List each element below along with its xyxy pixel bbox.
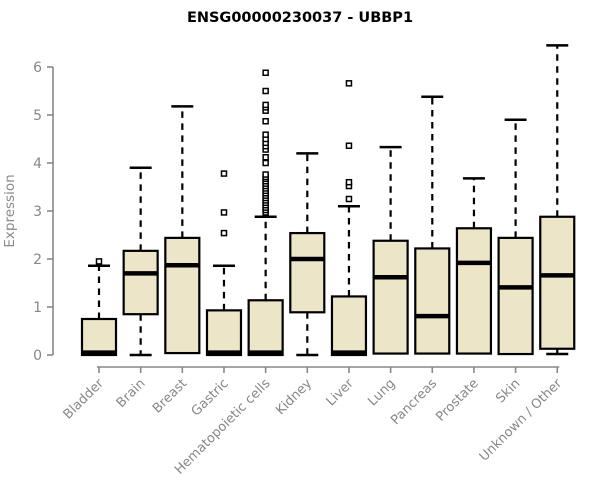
- outlier-point: [262, 131, 269, 138]
- outlier-point: [220, 209, 228, 216]
- outlier-point: [345, 80, 353, 87]
- x-category-label: Lung: [365, 376, 398, 409]
- outlier-point: [95, 258, 103, 265]
- y-tick-label: 6: [33, 60, 42, 76]
- outlier-point: [262, 117, 269, 125]
- outlier-point: [345, 142, 353, 149]
- box-gastric: [205, 309, 243, 357]
- y-tick-label: 2: [33, 252, 42, 268]
- x-category-label: Kidney: [273, 376, 315, 418]
- y-tick-label: 0: [33, 348, 42, 364]
- box-lung: [372, 239, 409, 355]
- outlier-point: [262, 69, 269, 77]
- outlier-point: [262, 87, 269, 95]
- x-category-label: Prostate: [433, 376, 481, 424]
- y-axis-label: Expression: [2, 174, 18, 247]
- outlier-point: [262, 171, 269, 178]
- outlier-point: [345, 195, 353, 203]
- y-tick-label: 5: [33, 108, 42, 124]
- outlier-point: [262, 101, 269, 109]
- x-category-label: Pancreas: [388, 376, 440, 428]
- box-kidney: [289, 231, 326, 314]
- box-unknown-other: [539, 215, 576, 350]
- box-hematopoietic-cells: [247, 299, 284, 357]
- y-tick-label: 1: [33, 300, 42, 316]
- x-category-label: Liver: [324, 376, 358, 410]
- outlier-point: [345, 178, 353, 186]
- outlier-point: [220, 170, 228, 177]
- box-bladder: [80, 317, 118, 357]
- box-pancreas: [414, 247, 451, 355]
- box-brain: [122, 249, 159, 316]
- outlier-point: [262, 153, 269, 161]
- outlier-point: [220, 229, 228, 237]
- outlier-point: [262, 159, 269, 167]
- x-category-label: Breast: [150, 376, 190, 416]
- chart-title: ENSG00000230037 - UBBP1: [187, 10, 413, 26]
- box-skin: [497, 236, 534, 356]
- box-prostate: [455, 227, 493, 355]
- y-tick-label: 4: [33, 156, 42, 172]
- box-breast: [164, 236, 201, 355]
- y-tick-label: 3: [33, 204, 42, 220]
- x-category-label: Brain: [114, 376, 149, 411]
- x-category-label: Bladder: [61, 376, 108, 423]
- x-category-label: Skin: [493, 376, 523, 406]
- box-liver: [330, 295, 368, 357]
